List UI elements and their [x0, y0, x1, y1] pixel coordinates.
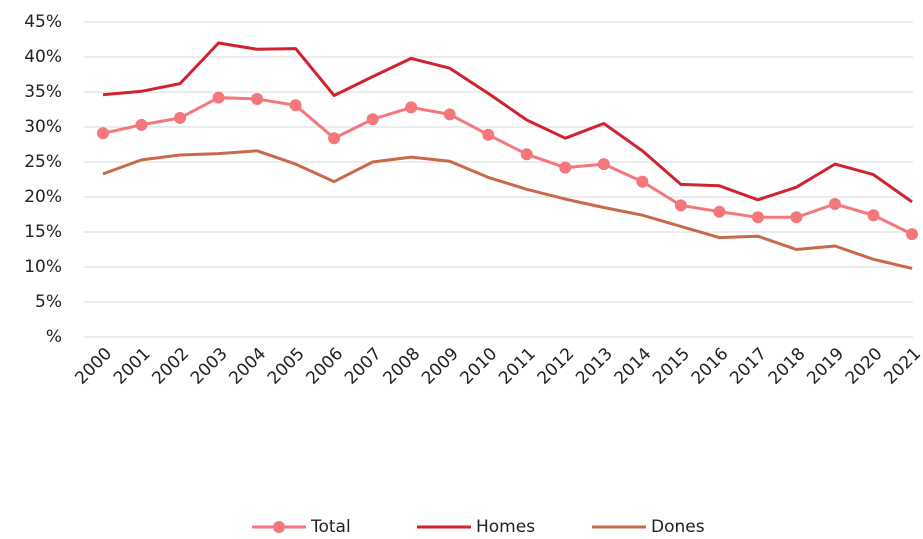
x-tick-label: 2010 [457, 344, 502, 389]
point [443, 108, 456, 121]
x-tick-label: 2002 [148, 344, 193, 389]
y-tick-label: 5% [35, 292, 62, 312]
y-tick-label: 45% [24, 12, 62, 32]
y-tick-label: % [46, 327, 62, 347]
x-tick-label: 2015 [649, 344, 694, 389]
x-tick-label: 2007 [341, 344, 386, 389]
point [366, 113, 379, 126]
point [135, 118, 148, 131]
x-tick-label: 2017 [726, 344, 771, 389]
point [597, 158, 610, 171]
point [559, 161, 572, 174]
point [828, 198, 841, 210]
point [97, 127, 109, 140]
legend-label: Dones [651, 517, 705, 537]
x-tick-label: 2020 [842, 344, 887, 389]
series-line [102, 96, 913, 236]
point [713, 205, 726, 218]
x-tick-label: 2001 [110, 344, 155, 389]
x-tick-label: 2019 [803, 344, 848, 389]
point [212, 91, 225, 104]
series-line [102, 149, 913, 270]
point [636, 175, 649, 188]
y-tick-label: 15% [24, 222, 62, 242]
x-tick-label: 2006 [302, 344, 347, 389]
point [251, 93, 264, 105]
x-tick-label: 2013 [572, 344, 617, 389]
x-tick-label: 2004 [225, 344, 270, 389]
x-tick-label: 2005 [264, 344, 309, 389]
y-tick-label: 30% [24, 117, 62, 137]
point [289, 99, 302, 112]
y-tick-label: 35% [24, 82, 62, 102]
point [482, 128, 495, 141]
series-line [102, 41, 913, 204]
legend-label: Total [310, 517, 351, 537]
x-tick-label: 2012 [534, 344, 579, 389]
x-tick-label: 2014 [611, 344, 656, 389]
point [520, 148, 533, 161]
x-tick-label: 2021 [880, 344, 923, 389]
x-tick-label: 2018 [765, 344, 810, 389]
x-tick-label: 2000 [71, 344, 116, 389]
point [751, 211, 764, 224]
y-tick-label: 20% [24, 187, 62, 207]
point [405, 101, 418, 114]
y-tick-label: 40% [24, 47, 62, 67]
point [674, 199, 687, 212]
legend-marker [273, 521, 285, 533]
x-tick-label: 2016 [688, 344, 733, 389]
y-tick-label: 25% [24, 152, 62, 172]
point [867, 209, 880, 222]
x-tick-label: 2011 [495, 344, 540, 389]
point [906, 228, 918, 241]
point [790, 211, 803, 224]
x-tick-label: 2008 [380, 344, 425, 389]
x-tick-label: 2003 [187, 344, 232, 389]
x-tick-label: 2009 [418, 344, 463, 389]
point [328, 132, 341, 145]
point [174, 111, 187, 124]
legend-label: Homes [476, 517, 535, 537]
y-tick-label: 10% [24, 257, 62, 277]
